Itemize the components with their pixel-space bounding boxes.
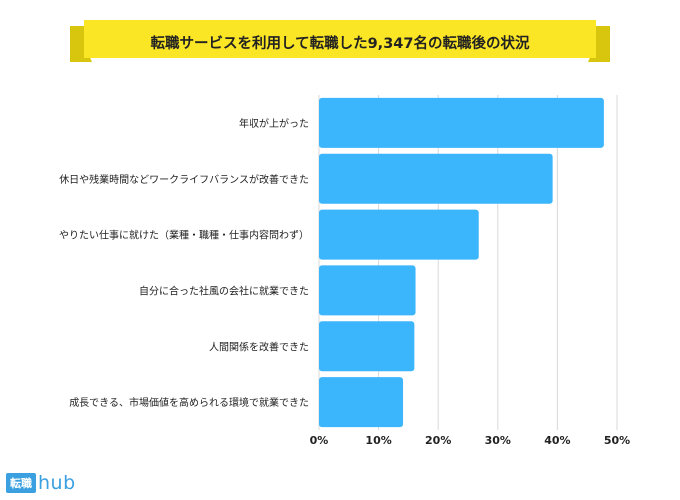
bar bbox=[319, 153, 553, 204]
bar bbox=[319, 209, 479, 260]
bar bbox=[319, 377, 404, 428]
x-tick-label: 0% bbox=[310, 434, 329, 447]
title-banner: 転職サービスを利用して転職した9,347名の転職後の状況 bbox=[70, 18, 610, 66]
logo-box-text: 転職 bbox=[6, 473, 36, 493]
bar bbox=[319, 97, 604, 148]
category-label: 休日や残業時間などワークライフバランスが改善できた bbox=[59, 173, 309, 186]
chart-title: 転職サービスを利用して転職した9,347名の転職後の状況 bbox=[150, 35, 530, 52]
logo-text: hub bbox=[38, 472, 76, 494]
category-label: 年収が上がった bbox=[239, 117, 309, 130]
category-label: 人間関係を改善できた bbox=[209, 340, 309, 353]
category-label: やりたい仕事に就けた（業種・職種・仕事内容問わず） bbox=[59, 229, 309, 242]
bar-chart: 0% 10% 20% 30% 40% 50% 年収が上がった休日や残業時間などワークライフバ… bbox=[59, 95, 630, 447]
bar bbox=[319, 321, 415, 372]
x-tick-label: 20% bbox=[425, 434, 451, 447]
bar bbox=[319, 265, 416, 316]
x-tick-label: 30% bbox=[485, 434, 511, 447]
banner-ribbon-shape bbox=[70, 20, 610, 62]
category-label: 自分に合った社風の会社に就業できた bbox=[139, 284, 309, 297]
x-tick-label: 40% bbox=[544, 434, 570, 447]
x-tick-label: 50% bbox=[604, 434, 630, 447]
x-tick-label: 10% bbox=[365, 434, 391, 447]
brand-logo: 転職 hub bbox=[6, 472, 76, 494]
category-label: 成長できる、市場価値を高められる環境で就業できた bbox=[69, 396, 309, 409]
